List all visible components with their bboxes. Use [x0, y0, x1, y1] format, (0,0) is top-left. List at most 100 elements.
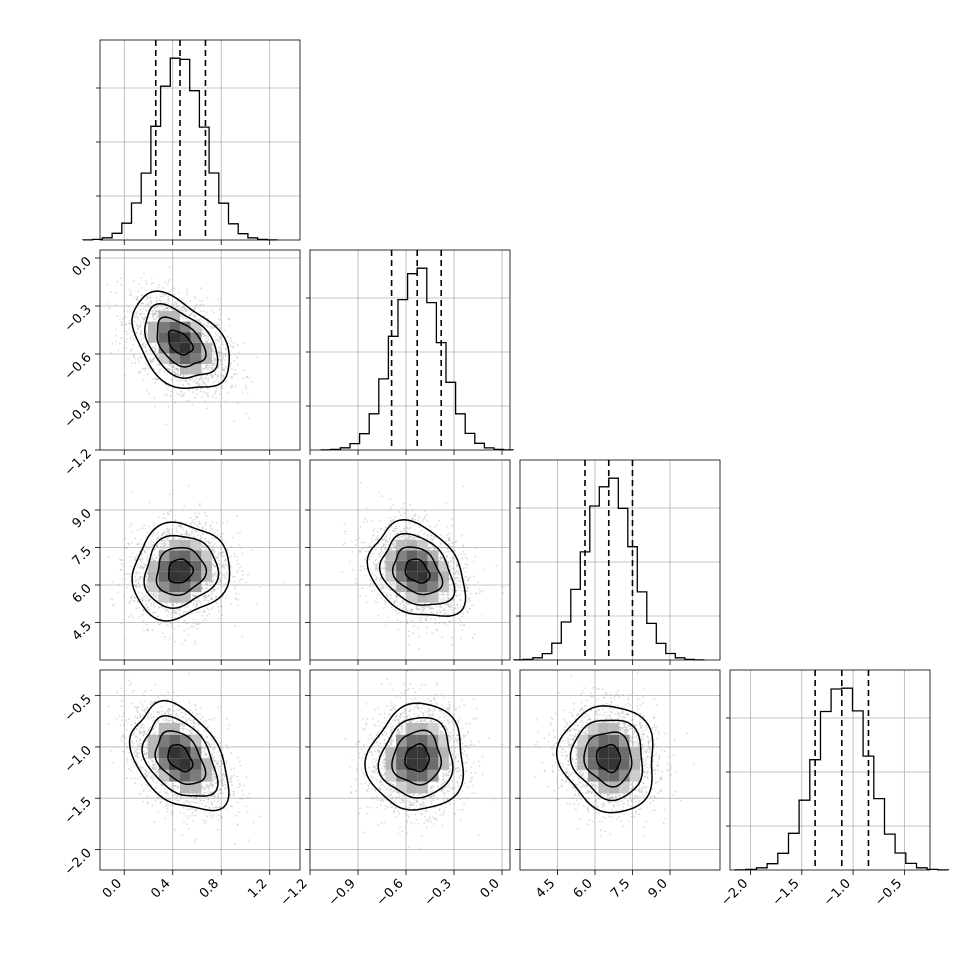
scatter-point: [214, 735, 216, 738]
scatter-point: [439, 542, 442, 545]
scatter-point: [212, 393, 215, 396]
scatter-point: [154, 381, 156, 384]
scatter-point: [451, 545, 454, 547]
scatter-point: [425, 619, 428, 622]
scatter-point: [418, 648, 420, 650]
scatter-point: [138, 557, 141, 560]
scatter-point: [206, 392, 209, 394]
scatter-point: [454, 583, 456, 585]
scatter-point: [229, 345, 232, 347]
scatter-point: [390, 731, 392, 734]
scatter-point: [172, 720, 175, 723]
scatter-point: [427, 709, 429, 711]
scatter-point: [183, 305, 186, 308]
scatter-point: [193, 523, 196, 526]
scatter-point: [381, 587, 383, 589]
scatter-point: [209, 327, 212, 330]
scatter-point: [117, 349, 120, 352]
scatter-point: [362, 831, 365, 834]
scatter-point: [121, 562, 123, 565]
scatter-point: [126, 757, 129, 760]
scatter-point: [450, 602, 452, 605]
scatter-point: [212, 574, 215, 577]
density-cell: [180, 353, 191, 364]
scatter-point: [169, 621, 172, 624]
scatter-point: [199, 390, 202, 393]
scatter-point: [411, 721, 413, 723]
contour-level-0: [167, 329, 194, 356]
scatter-point: [119, 318, 121, 321]
scatter-point: [177, 620, 180, 623]
scatter-point: [433, 795, 435, 798]
scatter-point: [212, 382, 215, 384]
scatter-point: [167, 798, 170, 800]
scatter-point: [141, 316, 143, 319]
scatter-point: [403, 715, 405, 718]
scatter-point: [136, 554, 139, 557]
scatter-point: [239, 784, 242, 787]
scatter-point: [461, 742, 464, 745]
scatter-point: [182, 716, 184, 719]
scatter-point: [176, 300, 179, 302]
scatter-point: [408, 610, 411, 613]
contour-level-3: [128, 700, 230, 812]
scatter-point: [207, 801, 209, 804]
scatter-point: [410, 803, 413, 806]
scatter-point: [208, 743, 211, 745]
scatter-point: [230, 377, 233, 379]
scatter-point: [148, 598, 151, 601]
scatter-point: [139, 738, 141, 740]
scatter-point: [131, 490, 133, 493]
scatter-point: [130, 330, 133, 332]
scatter-point: [173, 303, 176, 306]
scatter-point: [171, 609, 174, 612]
scatter-point: [398, 612, 400, 614]
scatter-point: [185, 302, 188, 304]
scatter-point: [430, 719, 433, 721]
scatter-point: [168, 307, 171, 310]
scatter-point: [150, 360, 153, 363]
scatter-point: [154, 787, 157, 790]
scatter-point: [142, 378, 145, 381]
scatter-point: [212, 795, 215, 798]
scatter-point: [152, 601, 155, 604]
scatter-point: [211, 785, 214, 787]
scatter-point: [420, 803, 423, 806]
scatter-point: [182, 395, 185, 398]
scatter-point: [457, 586, 460, 589]
scatter-point: [178, 608, 181, 610]
density-cell: [180, 571, 191, 582]
scatter-point: [454, 767, 457, 770]
scatter-point: [187, 320, 190, 322]
scatter-point: [208, 790, 211, 792]
scatter-point: [365, 595, 367, 598]
scatter-point: [428, 707, 430, 710]
density-cell: [180, 332, 191, 343]
scatter-point: [428, 710, 431, 713]
scatter-point: [236, 363, 239, 366]
scatter-point: [231, 386, 233, 389]
scatter-point: [144, 757, 147, 760]
scatter-point: [139, 356, 142, 359]
scatter-point: [223, 781, 226, 783]
scatter-point: [97, 671, 99, 673]
scatter-point: [168, 719, 171, 722]
scatter-point: [245, 387, 248, 390]
scatter-point: [220, 788, 222, 791]
scatter-point: [215, 521, 218, 524]
scatter-point: [479, 590, 482, 592]
density-cell: [180, 539, 191, 551]
scatter-point: [141, 343, 144, 346]
scatter-point: [386, 678, 389, 680]
scatter-point: [179, 525, 182, 528]
scatter-point: [200, 603, 203, 606]
scatter-point: [137, 544, 140, 546]
scatter-point: [383, 545, 385, 548]
scatter-point: [154, 594, 157, 597]
scatter-point: [215, 342, 218, 345]
scatter-point: [142, 609, 145, 612]
scatter-point: [129, 597, 132, 599]
scatter-point: [191, 377, 194, 380]
scatter-point: [127, 542, 130, 545]
density-cell: [201, 550, 212, 561]
